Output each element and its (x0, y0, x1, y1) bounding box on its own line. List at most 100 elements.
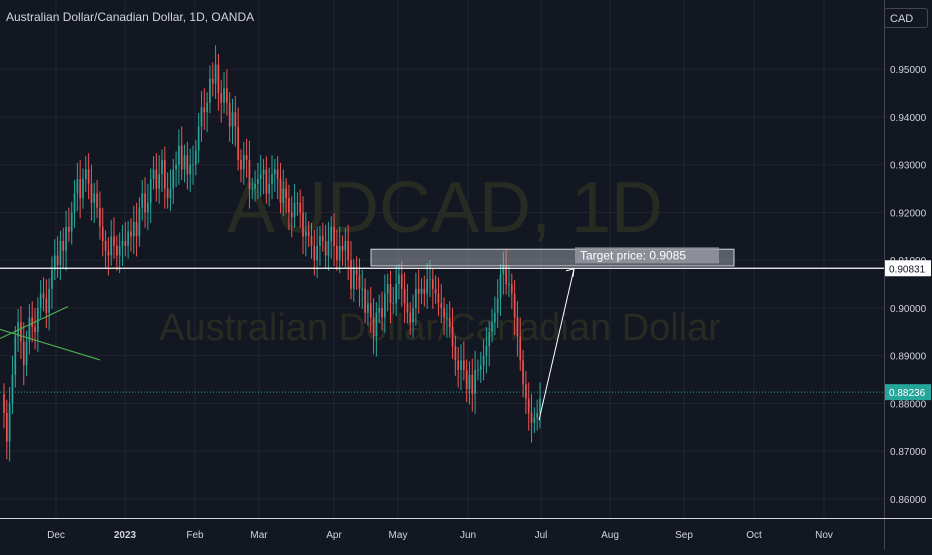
candle-body (172, 169, 175, 189)
candle-body (429, 279, 431, 281)
candle-body (113, 236, 115, 246)
candle-body (254, 183, 256, 189)
currency-button[interactable]: CAD (884, 8, 928, 28)
candle-body (39, 293, 42, 308)
candle-body (149, 179, 152, 203)
y-tick-label: 0.88000 (890, 399, 927, 410)
candle-body (296, 202, 299, 204)
candle-body (451, 327, 454, 347)
candle-body (462, 360, 465, 370)
candle-body (107, 250, 110, 256)
candle-body (355, 269, 358, 275)
candle-body (257, 179, 259, 184)
candle-body (228, 102, 231, 127)
candle-body (118, 245, 121, 256)
candle-body (324, 241, 327, 256)
candle-body (336, 245, 338, 261)
candle-body (14, 336, 17, 375)
candle-body (22, 341, 25, 366)
candle-body (316, 245, 318, 261)
candle-body (262, 169, 265, 175)
candle-body (434, 288, 437, 294)
candle-body (364, 288, 366, 313)
current-price-label: 0.88236 (889, 388, 926, 399)
candle-body (209, 78, 211, 103)
candle-body (420, 288, 423, 294)
candle-body (234, 112, 237, 127)
candle-body (378, 307, 381, 313)
watermark: AUDCAD, 1D Australian Dollar/Canadian Do… (159, 168, 721, 349)
candle-body (488, 331, 491, 347)
candle-body (161, 159, 163, 175)
candle-body (302, 212, 304, 237)
candle-body (457, 360, 460, 370)
candle-body (415, 288, 417, 308)
candle-body (271, 174, 273, 184)
candle-body (3, 393, 5, 413)
candle-body (8, 403, 11, 442)
x-tick-label: Sep (675, 530, 693, 541)
y-tick-label: 0.92000 (890, 208, 927, 219)
x-tick-label: Feb (186, 530, 204, 541)
candle-body (527, 398, 530, 413)
candle-body (180, 145, 183, 170)
candle-body (525, 384, 527, 399)
candle-body (45, 298, 48, 313)
candle-body (327, 241, 330, 256)
candle-body (496, 298, 499, 313)
candle-body (62, 241, 65, 251)
candle-body (259, 174, 262, 180)
candle-body (361, 288, 364, 290)
candle-body (48, 288, 50, 313)
drawings[interactable]: Target price: 0.9085 (0, 247, 884, 421)
candle-body (485, 346, 488, 356)
symbol-title[interactable]: Australian Dollar/Canadian Dollar, 1D, O… (6, 10, 255, 24)
candle-body (242, 155, 245, 170)
target-label-text: Target price: 0.9085 (580, 248, 686, 262)
candle-body (502, 264, 505, 275)
candle-body (200, 107, 203, 127)
candle-body (491, 322, 493, 332)
candle-body (121, 241, 124, 246)
candle-body (276, 169, 279, 180)
candle-body (70, 212, 73, 232)
candle-body (158, 174, 161, 189)
candle-body (220, 93, 223, 103)
candle-body (319, 236, 321, 246)
candle-body (31, 317, 34, 328)
x-tick-label: Mar (250, 530, 268, 541)
candle-body (313, 245, 316, 261)
y-tick-label: 0.93000 (890, 161, 927, 172)
candle-body (73, 193, 76, 213)
level-price-label: 0.90831 (889, 264, 926, 275)
candle-body (34, 327, 36, 332)
y-tick-label: 0.87000 (890, 447, 927, 458)
candle-body (189, 164, 192, 175)
candle-body (237, 126, 239, 160)
candle-body (231, 112, 234, 127)
candle-body (240, 159, 242, 170)
candle-body (138, 207, 141, 237)
candle-body (338, 245, 341, 261)
current-price-tag (885, 384, 931, 401)
candle-body (84, 169, 87, 180)
candle-body (11, 374, 14, 404)
candle-body (406, 303, 409, 313)
candle-body (25, 341, 28, 366)
candle-body (437, 293, 440, 304)
candle-body (293, 202, 296, 218)
trendline-down (0, 328, 101, 361)
candle-body (536, 412, 539, 418)
candle-body (178, 145, 180, 165)
candle-body (494, 312, 496, 323)
y-tick-label: 0.90000 (890, 304, 927, 315)
candle-body (352, 269, 355, 289)
watermark-name: Australian Dollar/Canadian Dollar (159, 307, 721, 349)
candle-body (305, 231, 307, 237)
candle-body (186, 155, 189, 175)
candle-body (175, 164, 177, 170)
candle-body (155, 169, 158, 189)
candle-body (288, 198, 290, 213)
